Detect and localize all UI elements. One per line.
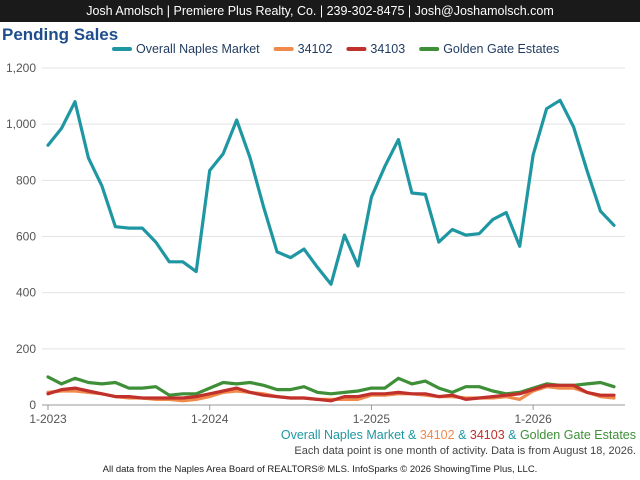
- x-tick-label: 1-2025: [353, 412, 391, 426]
- legend-label: Overall Naples Market: [136, 42, 260, 56]
- y-tick-label: 1,000: [6, 117, 36, 131]
- series-summary-line: Overall Naples Market & 34102 & 34103 & …: [281, 428, 636, 442]
- legend-label: 34102: [298, 42, 333, 56]
- data-credit: All data from the Naples Area Board of R…: [102, 464, 538, 475]
- x-tick-label: 1-2024: [191, 412, 229, 426]
- y-tick-label: 400: [16, 286, 36, 300]
- series-summary-part: 34102: [419, 428, 455, 442]
- page-title: Pending Sales: [2, 25, 119, 44]
- series-summary-part: &: [404, 428, 420, 442]
- y-tick-label: 600: [16, 230, 36, 244]
- legend-label: 34103: [370, 42, 405, 56]
- x-tick-label: 1-2023: [29, 412, 67, 426]
- series-summary-part: Golden Gate Estates: [519, 428, 636, 442]
- y-tick-label: 800: [16, 173, 36, 187]
- y-tick-label: 1,200: [6, 61, 36, 75]
- y-tick-label: 0: [29, 398, 36, 412]
- agent-header-text: Josh Amolsch | Premiere Plus Realty, Co.…: [86, 4, 554, 18]
- series-summary-part: &: [454, 428, 470, 442]
- series-summary-part: 34103: [469, 428, 505, 442]
- series-line-34103: [46, 383, 616, 403]
- agent-header-bar: Josh Amolsch | Premiere Plus Realty, Co.…: [0, 0, 640, 22]
- data-note: Each data point is one month of activity…: [294, 445, 636, 457]
- series-summary-part: &: [504, 428, 520, 442]
- x-tick-label: 1-2026: [514, 412, 552, 426]
- series-line-overall-naples-market: [46, 98, 616, 286]
- legend-label: Golden Gate Estates: [443, 42, 559, 56]
- series-summary-part: Overall Naples Market: [280, 428, 405, 442]
- pending-sales-chart: 0 200 400 600 800 1,000 1,200 1-2023 1-2024 1-202…: [6, 42, 625, 426]
- y-tick-label: 200: [16, 342, 36, 356]
